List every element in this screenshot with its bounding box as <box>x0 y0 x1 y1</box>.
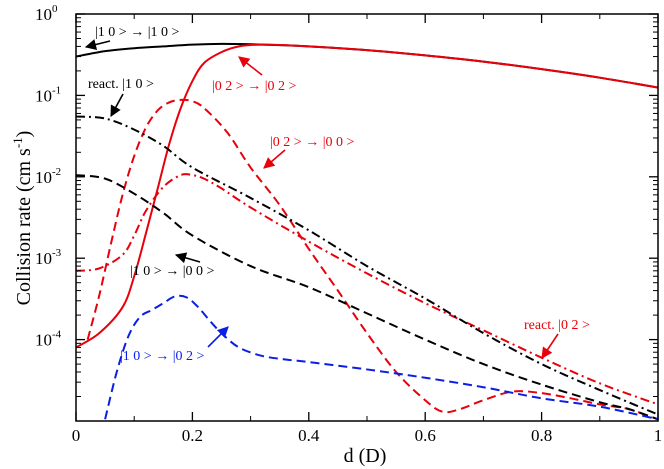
annotation-arrow <box>238 56 263 76</box>
annotation-arrow <box>263 149 286 169</box>
series-line-1-0-0-0 <box>76 174 658 421</box>
x-tick-label: 0.6 <box>415 426 436 445</box>
y-tick-label: 10-3 <box>35 247 62 268</box>
y-tick-label: 10-1 <box>35 84 61 105</box>
annotation-label-1-0-0-2: |1 0 > → |0 2 > <box>120 349 205 364</box>
annotation-label-react-0-2: react. |0 2 > <box>524 318 590 333</box>
x-axis-label: d (D) <box>344 445 387 467</box>
annotation-arrow <box>110 93 124 117</box>
y-axis-label: Collision rate (cm s-1) <box>10 131 35 306</box>
y-axis-label-main: Collision rate (cm s <box>13 148 35 305</box>
y-tick-label: 100 <box>35 3 58 24</box>
annotation-label-0-2-0-2: |0 2 > → |0 2 > <box>212 79 297 94</box>
ticks-layer: 0 0.2 0.4 0.6 0.8 1 100 10-1 10-2 10-3 10-4 <box>35 3 662 445</box>
y-tick-label: 10-2 <box>35 166 61 187</box>
y-axis-label-sup: -1 <box>10 137 25 148</box>
annotation-arrow <box>207 326 229 348</box>
x-tick-label: 1 <box>654 426 663 445</box>
annotation-arrow <box>84 39 111 50</box>
annotation-label-0-2-0-0: |0 2 > → |0 0 > <box>270 135 355 150</box>
annotations-layer: |1 0 > → |1 0 > |0 2 > → |0 2 > react. |1 … <box>84 25 590 364</box>
series-line-react-1-0 <box>76 115 658 416</box>
x-tick-label: 0.2 <box>182 426 203 445</box>
annotation-label-react-1-0: react. |1 0 > <box>88 77 154 92</box>
x-tick-label: 0 <box>72 426 81 445</box>
annotation-arrow <box>174 252 201 264</box>
annotation-arrow <box>541 333 559 359</box>
annotation-label-1-0-0-0: |1 0 > → |0 0 > <box>130 264 215 279</box>
y-axis-label-close: ) <box>13 131 35 138</box>
y-tick-label: 10-4 <box>35 329 62 350</box>
x-tick-label: 0.8 <box>531 426 552 445</box>
annotation-label-1-0-1-0: |1 0 > → |1 0 > <box>95 25 180 40</box>
series-line-react-0-2 <box>76 173 658 406</box>
series-line-0-2-0-2 <box>76 43 658 349</box>
series-line-0-2-0-0 <box>86 98 653 419</box>
x-tick-label: 0.4 <box>298 426 320 445</box>
